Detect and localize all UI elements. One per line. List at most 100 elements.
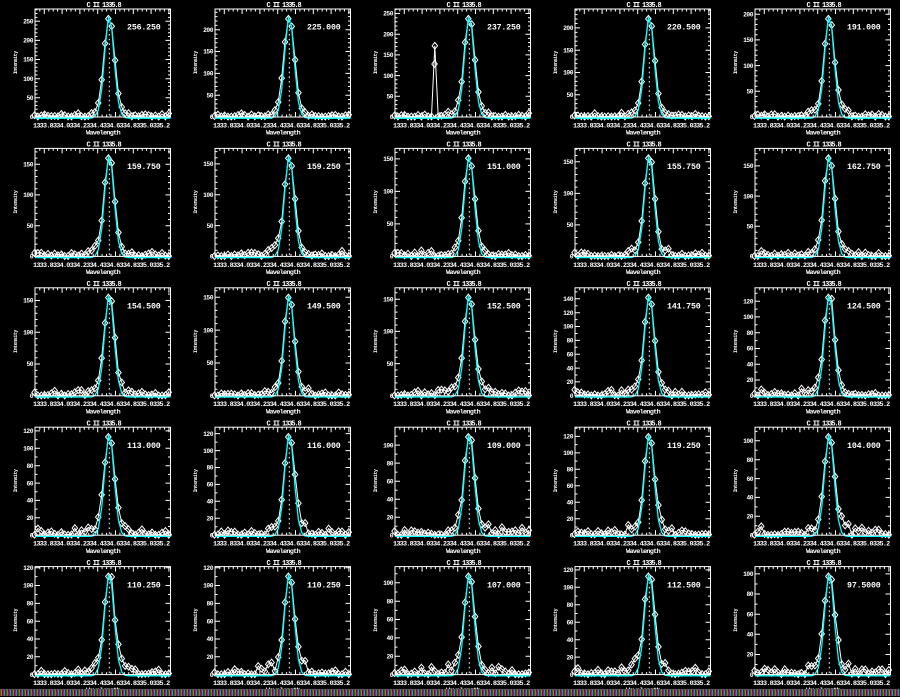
svg-text:0: 0: [390, 114, 394, 121]
svg-text:50: 50: [206, 223, 213, 230]
svg-text:0: 0: [30, 114, 34, 121]
svg-text:Wavelength: Wavelength: [626, 130, 661, 138]
svg-text:1333.8334.0334.2334.4334.6334.: 1333.8334.0334.2334.4334.6334.8335.0335.…: [213, 680, 350, 688]
svg-text:1333.8334.0334.2334.4334.6334.: 1333.8334.0334.2334.4334.6334.8335.0335.…: [393, 262, 530, 270]
svg-text:100: 100: [203, 448, 214, 455]
svg-text:1333.8334.0334.2334.4334.6334.: 1333.8334.0334.2334.4334.6334.8335.0335.…: [753, 122, 890, 130]
svg-text:C II 1335.8: C II 1335.8: [87, 281, 122, 289]
svg-text:155.750: 155.750: [667, 163, 701, 172]
svg-text:60: 60: [746, 346, 753, 353]
svg-text:1333.8334.0334.2334.4334.6334.: 1333.8334.0334.2334.4334.6334.8335.0335.…: [753, 680, 890, 688]
svg-text:1333.8334.0334.2334.4334.6334.: 1333.8334.0334.2334.4334.6334.8335.0335.…: [573, 401, 710, 409]
svg-text:50: 50: [206, 360, 213, 367]
svg-text:C II 1335.8: C II 1335.8: [627, 420, 662, 428]
svg-text:100: 100: [203, 327, 214, 334]
svg-text:0: 0: [390, 254, 394, 261]
svg-text:110.250: 110.250: [127, 581, 161, 590]
svg-text:120: 120: [743, 298, 754, 305]
svg-text:1333.8334.0334.2334.4334.6334.: 1333.8334.0334.2334.4334.6334.8335.0335.…: [393, 541, 530, 549]
svg-text:1333.8334.0334.2334.4334.6334.: 1333.8334.0334.2334.4334.6334.8335.0335.…: [33, 541, 170, 549]
svg-text:40: 40: [386, 635, 393, 642]
svg-text:97.5000: 97.5000: [847, 581, 881, 590]
svg-text:1333.8334.0334.2334.4334.6334.: 1333.8334.0334.2334.4334.6334.8335.0335.…: [33, 680, 170, 688]
svg-text:50: 50: [746, 89, 753, 96]
svg-text:40: 40: [746, 362, 753, 369]
svg-text:Wavelength: Wavelength: [626, 269, 661, 277]
svg-text:80: 80: [566, 467, 573, 474]
svg-text:20: 20: [746, 514, 753, 521]
svg-text:100: 100: [23, 330, 34, 337]
svg-text:150: 150: [203, 161, 214, 168]
svg-text:200: 200: [383, 31, 394, 38]
svg-text:80: 80: [566, 602, 573, 609]
svg-text:151.000: 151.000: [487, 163, 521, 172]
svg-text:Intensity: Intensity: [553, 608, 559, 631]
svg-text:0: 0: [210, 393, 214, 400]
svg-text:1333.8334.0334.2334.4334.6334.: 1333.8334.0334.2334.4334.6334.8335.0335.…: [213, 262, 350, 270]
svg-text:0: 0: [570, 114, 574, 121]
svg-text:107.000: 107.000: [487, 581, 521, 590]
svg-text:40: 40: [566, 500, 573, 507]
svg-text:100: 100: [383, 580, 394, 587]
svg-text:140: 140: [563, 296, 574, 303]
svg-text:60: 60: [566, 483, 573, 490]
svg-text:50: 50: [386, 94, 393, 101]
svg-text:40: 40: [386, 496, 393, 503]
svg-text:120: 120: [23, 565, 34, 572]
svg-text:20: 20: [746, 377, 753, 384]
svg-text:Intensity: Intensity: [733, 51, 739, 74]
svg-text:120: 120: [563, 567, 574, 574]
svg-text:112.500: 112.500: [667, 581, 701, 590]
svg-text:100: 100: [203, 192, 214, 199]
svg-text:20: 20: [746, 652, 753, 659]
svg-text:Wavelength: Wavelength: [806, 130, 841, 138]
svg-text:60: 60: [26, 480, 33, 487]
svg-text:80: 80: [746, 591, 753, 598]
svg-text:C II 1335.8: C II 1335.8: [627, 2, 662, 10]
svg-text:1333.8334.0334.2334.4334.6334.: 1333.8334.0334.2334.4334.6334.8335.0335.…: [393, 122, 530, 130]
svg-text:200: 200: [743, 11, 754, 18]
svg-text:Intensity: Intensity: [193, 330, 199, 353]
svg-text:40: 40: [746, 495, 753, 502]
svg-text:20: 20: [386, 514, 393, 521]
svg-text:191.000: 191.000: [847, 24, 881, 33]
svg-text:0: 0: [390, 532, 394, 539]
svg-text:60: 60: [206, 482, 213, 489]
svg-text:50: 50: [26, 95, 33, 102]
svg-text:C II 1335.8: C II 1335.8: [807, 560, 842, 568]
svg-text:60: 60: [566, 619, 573, 626]
svg-text:1333.8334.0334.2334.4334.6334.: 1333.8334.0334.2334.4334.6334.8335.0335.…: [33, 122, 170, 130]
svg-text:80: 80: [206, 465, 213, 472]
svg-text:1333.8334.0334.2334.4334.6334.: 1333.8334.0334.2334.4334.6334.8335.0335.…: [753, 541, 890, 549]
svg-text:109.000: 109.000: [487, 442, 521, 451]
svg-text:Wavelength: Wavelength: [86, 548, 121, 556]
svg-text:50: 50: [746, 223, 753, 230]
svg-text:162.750: 162.750: [847, 163, 881, 172]
svg-text:20: 20: [26, 654, 33, 661]
svg-text:120: 120: [203, 565, 214, 572]
svg-text:220.500: 220.500: [667, 24, 701, 33]
svg-text:80: 80: [26, 601, 33, 608]
svg-text:120: 120: [563, 434, 574, 441]
svg-text:150: 150: [383, 296, 394, 303]
svg-text:C II 1335.8: C II 1335.8: [267, 281, 302, 289]
svg-text:100: 100: [383, 329, 394, 336]
svg-text:Wavelength: Wavelength: [626, 408, 661, 416]
svg-text:Intensity: Intensity: [193, 608, 199, 631]
svg-text:124.500: 124.500: [847, 303, 881, 312]
svg-text:100: 100: [23, 76, 34, 83]
svg-text:Wavelength: Wavelength: [806, 408, 841, 416]
svg-text:C II 1335.8: C II 1335.8: [807, 2, 842, 10]
svg-text:100: 100: [743, 63, 754, 70]
svg-text:110.250: 110.250: [307, 581, 341, 590]
svg-text:Wavelength: Wavelength: [266, 548, 301, 556]
svg-text:Wavelength: Wavelength: [86, 130, 121, 138]
svg-text:60: 60: [746, 611, 753, 618]
svg-text:40: 40: [746, 632, 753, 639]
svg-text:Intensity: Intensity: [373, 608, 379, 631]
svg-text:Wavelength: Wavelength: [806, 548, 841, 556]
svg-text:C II 1335.8: C II 1335.8: [627, 281, 662, 289]
svg-text:0: 0: [750, 532, 754, 539]
svg-text:Intensity: Intensity: [13, 51, 19, 74]
svg-text:C II 1335.8: C II 1335.8: [447, 420, 482, 428]
